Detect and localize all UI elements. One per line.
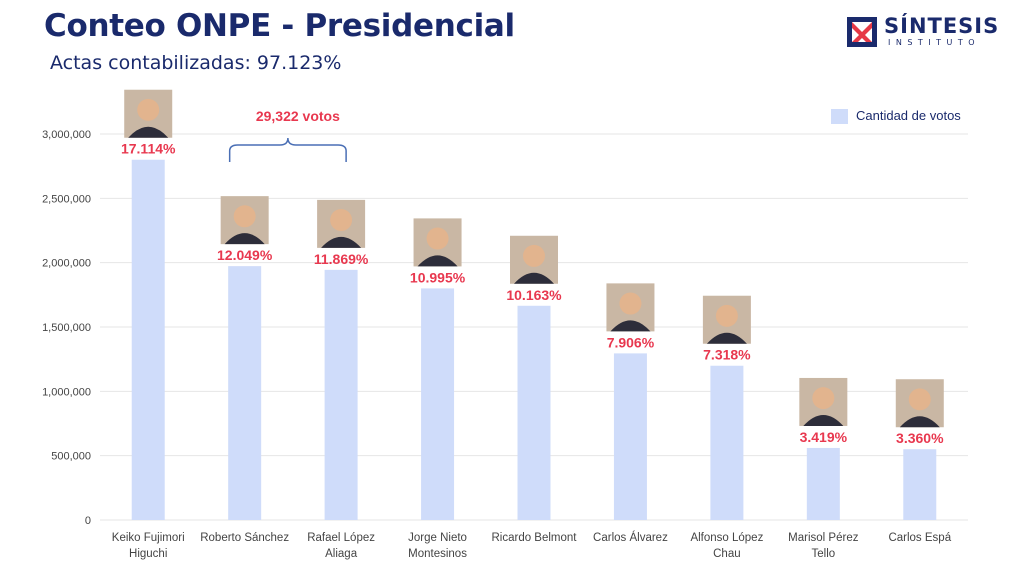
bar [903,449,937,520]
logo-subtitle: INSTITUTO [888,38,981,47]
candidate-photo [702,295,751,344]
x-tick-label: Tello [812,548,836,560]
bar [421,288,455,520]
bar [613,353,647,520]
percent-label: 17.114% [121,141,176,157]
x-tick-label: Chau [713,548,741,560]
photo-face [619,292,642,315]
candidate-photo [220,196,269,245]
bar [517,305,551,520]
x-tick-label: Roberto Sánchez [200,532,289,544]
candidate-photo [606,283,655,332]
legend-label: Cantidad de votos [856,108,961,123]
photo-face [330,209,353,232]
percent-label: 10.995% [410,269,466,285]
photo-face [908,388,931,411]
y-tick-label: 1,500,000 [42,322,91,334]
sintesis-logo-icon [847,17,877,47]
photo-face [233,205,256,228]
photo-shoulders [610,320,651,332]
bar [806,447,840,520]
percent-label: 7.318% [703,347,751,363]
candidate-photo [317,199,366,248]
candidate-photo [413,218,462,267]
logo-wordmark: SÍNTESIS [884,14,1000,38]
sintesis-logo: SÍNTESIS INSTITUTO [846,14,1000,50]
x-tick-label: Jorge Nieto [408,532,467,544]
difference-brace [228,137,347,162]
legend-swatch [831,109,848,124]
y-tick-label: 2,000,000 [42,258,91,270]
x-tick-label: Rafael López [307,532,375,544]
photo-shoulders [706,332,747,344]
x-tick-label: Carlos Álvarez [593,531,668,544]
y-tick-label: 3,000,000 [42,129,91,141]
bar [324,269,358,520]
photo-face [523,244,545,267]
x-tick-label: Aliaga [325,548,358,560]
candidate-photo [799,377,848,426]
x-tick-label: Marisol Pérez [788,532,859,544]
photo-shoulders [128,126,169,138]
y-tick-label: 0 [85,515,91,527]
photo-face [137,98,160,121]
photo-face [812,387,835,410]
page-subtitle: Actas contabilizadas: 97.123% [50,52,342,74]
photo-face [426,227,449,250]
photo-shoulders [417,255,458,267]
photo-shoulders [899,416,940,428]
y-tick-label: 500,000 [51,451,91,463]
photo-face [715,304,738,327]
x-tick-label: Ricardo Belmont [491,532,577,544]
photo-shoulders [514,272,554,284]
bar [131,159,165,520]
x-tick-label: Carlos Espá [888,532,951,544]
candidate-photo [124,89,173,138]
percent-label: 3.360% [896,430,944,446]
percent-label: 10.163% [506,287,562,303]
bar [228,266,262,520]
y-tick-label: 2,500,000 [42,193,91,205]
percent-label: 7.906% [607,334,655,350]
candidate-photo [510,235,558,284]
page-title: Conteo ONPE - Presidencial [44,8,515,44]
x-tick-label: Alfonso López [690,532,763,544]
x-tick-label: Montesinos [408,548,467,560]
percent-label: 3.419% [800,429,848,445]
photo-shoulders [321,236,362,248]
x-tick-label: Higuchi [129,548,167,560]
percent-label: 12.049% [217,247,273,263]
photo-shoulders [803,414,844,426]
bar [710,365,744,520]
candidate-photo [895,379,944,428]
x-tick-label: Keiko Fujimori [112,532,185,544]
y-tick-label: 1,000,000 [42,386,91,398]
difference-label: 29,322 votos [256,108,340,124]
photo-shoulders [224,233,265,245]
percent-label: 11.869% [314,251,369,267]
